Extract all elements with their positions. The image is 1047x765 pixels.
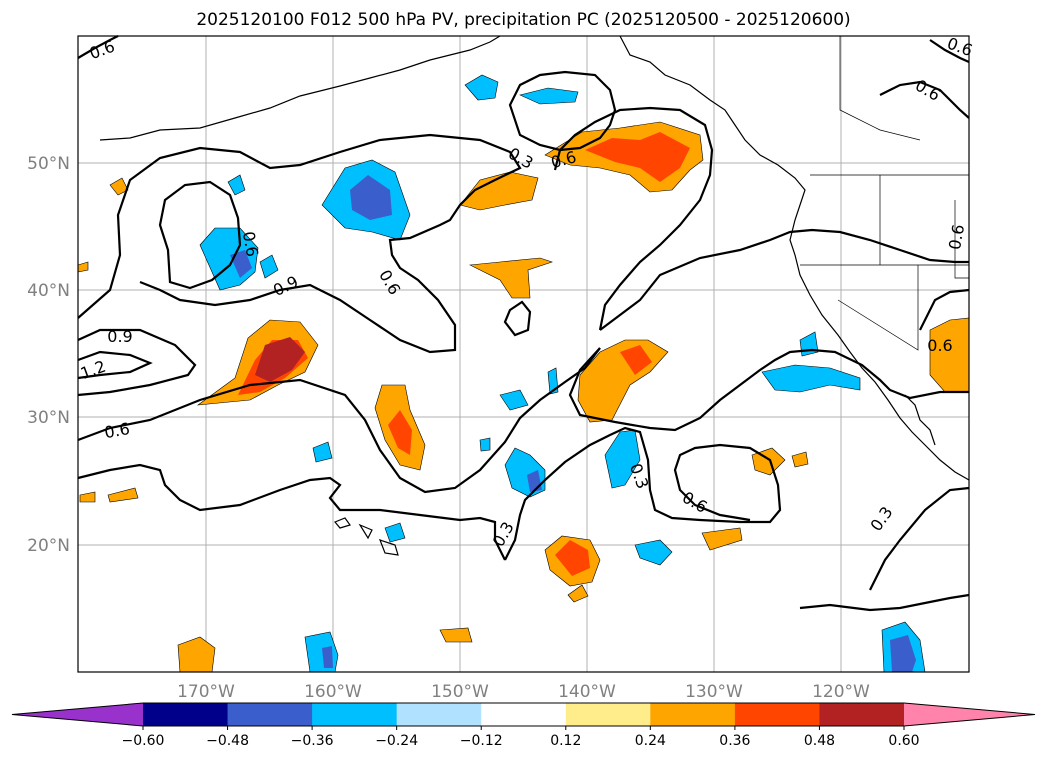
colorbar-tick-label: 0.60 — [888, 733, 919, 749]
colorbar-tick-label: 0.12 — [550, 733, 581, 749]
colorbar-segment — [565, 703, 651, 726]
precip-blob — [388, 410, 412, 455]
precip-blob — [519, 87, 579, 105]
colorbar-segment — [396, 703, 482, 726]
precip-blob — [499, 389, 529, 411]
pv-contours — [77, 35, 970, 612]
precip-blob — [634, 539, 673, 566]
longitude-labels: 170°W 160°W 150°W 140°W 130°W 120°W — [177, 682, 870, 702]
contour-line — [77, 350, 153, 380]
lon-label: 140°W — [558, 682, 616, 702]
contour-line — [879, 80, 970, 119]
lon-label: 120°W — [812, 682, 870, 702]
contour-label: 0.6 — [945, 223, 968, 251]
colorbar-tick-label: 0.48 — [804, 733, 835, 749]
lon-label: 150°W — [431, 682, 489, 702]
contour-line — [504, 426, 782, 561]
colorbar-extend-min — [12, 703, 143, 726]
precip-blob — [604, 429, 641, 489]
borders — [800, 36, 969, 351]
map-area[interactable] — [78, 36, 969, 672]
colorbar-segment — [819, 703, 905, 726]
contour-line — [503, 300, 532, 337]
contour-line — [869, 486, 970, 591]
map-frame — [77, 35, 970, 673]
precip-blob — [259, 254, 279, 279]
colorbar-tick-label: −0.60 — [122, 733, 165, 749]
contour-line — [77, 35, 119, 59]
lon-label: 160°W — [304, 682, 362, 702]
contour-line — [77, 328, 197, 397]
precip-blob — [459, 171, 539, 211]
contour-line — [799, 593, 970, 612]
contour-line — [77, 463, 506, 561]
contour-line — [77, 133, 522, 354]
precip-blob — [555, 540, 590, 576]
precip-blob — [109, 177, 129, 196]
colorbar-segment — [481, 703, 567, 726]
coastlines — [99, 35, 970, 556]
precip-blob — [177, 636, 216, 673]
lat-label: 50°N — [27, 154, 70, 174]
precip-blob — [585, 132, 690, 182]
colorbar-segment — [734, 703, 820, 726]
contour-line — [568, 347, 969, 432]
precip-blob — [227, 174, 246, 196]
precip-positive-areas — [77, 121, 970, 673]
colorbar-segment — [650, 703, 736, 726]
colorbar-segment — [312, 703, 398, 726]
contour-label: 0.6 — [927, 336, 952, 355]
contour-label: 0.6 — [103, 419, 131, 442]
colorbar-tick-label: 0.36 — [719, 733, 750, 749]
lat-label: 40°N — [27, 281, 70, 301]
colorbar-tick-label: −0.48 — [206, 733, 249, 749]
colorbar-tick-label: 0.24 — [635, 733, 666, 749]
precip-blob — [464, 74, 499, 101]
lat-label: 30°N — [27, 408, 70, 428]
colorbar-segment — [143, 703, 229, 726]
colorbar-segment — [227, 703, 313, 726]
precip-blob — [620, 345, 652, 375]
precip-blob — [468, 257, 553, 299]
contour-line — [919, 288, 970, 331]
precip-blob — [929, 317, 970, 393]
precip-blob — [890, 635, 916, 672]
precip-blob — [79, 491, 96, 503]
latitude-labels: 50°N 40°N 30°N 20°N — [27, 154, 70, 556]
colorbar: −0.60 −0.48 −0.36 −0.24 −0.12 0.12 0.24 0.36 0.4… — [11, 702, 1036, 749]
precip-blob — [255, 337, 305, 382]
contour-line — [553, 106, 714, 331]
precip-blob — [761, 364, 861, 393]
colorbar-tick-label: −0.12 — [460, 733, 503, 749]
chart-title: 2025120100 F012 500 hPa PV, precipitatio… — [196, 10, 851, 30]
contour-line — [77, 347, 601, 494]
contour-line — [508, 70, 617, 152]
lat-label: 20°N — [27, 536, 70, 556]
precip-blob — [107, 487, 139, 503]
contour-line — [158, 180, 242, 290]
contour-line — [929, 39, 970, 64]
contour-label: 0.6 — [239, 230, 262, 258]
colorbar-extend-max — [904, 703, 1035, 726]
colorbar-tick-label: −0.36 — [291, 733, 334, 749]
colorbar-tick-label: −0.24 — [375, 733, 418, 749]
precip-blob — [439, 627, 473, 643]
precip-blob — [791, 451, 809, 468]
precip-blob — [350, 175, 392, 220]
precip-blob — [701, 527, 743, 551]
precip-blob — [479, 437, 491, 452]
lon-label: 130°W — [685, 682, 743, 702]
precip-blob — [384, 522, 406, 543]
precip-blob — [322, 646, 333, 668]
contour-line — [599, 228, 969, 331]
precip-blob — [567, 584, 589, 603]
precip-negative-areas — [199, 74, 926, 673]
precip-blob — [312, 441, 333, 463]
precip-blob — [230, 250, 252, 278]
lon-label: 170°W — [177, 682, 235, 702]
contour-label: 0.9 — [107, 327, 132, 346]
